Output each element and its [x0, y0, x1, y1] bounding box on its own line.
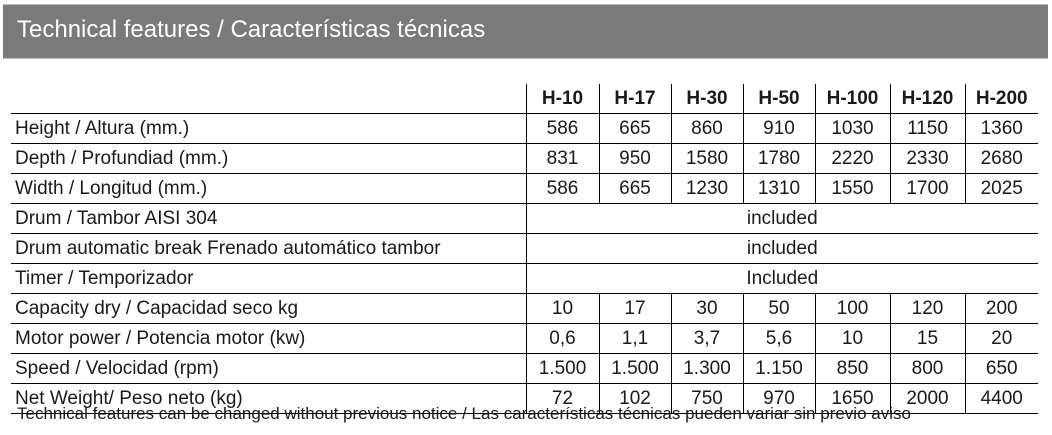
page-title: Technical features / Características téc… — [17, 16, 486, 43]
table-cell: 20 — [964, 323, 1038, 354]
table-cell: 30 — [670, 293, 743, 324]
table-cell: 850 — [814, 353, 890, 384]
table-cell: 1580 — [670, 143, 743, 174]
table-cell: 10 — [814, 323, 890, 354]
table-cell: 1700 — [889, 173, 965, 204]
table-cell: 72 — [525, 383, 599, 414]
table-cell: 2025 — [964, 173, 1038, 204]
merged-cell: included — [525, 203, 1038, 234]
table-cell: 1.150 — [742, 353, 815, 384]
row-label: Height / Altura (mm.) — [11, 113, 526, 144]
table-row: Width / Longitud (mm.) 586 665 1230 1310… — [11, 173, 1038, 204]
table-header-row: H-10 H-17 H-30 H-50 H-100 H-120 H-200 — [11, 84, 1038, 114]
table-cell: 910 — [742, 113, 815, 144]
header-empty-cell — [11, 84, 526, 114]
table-cell: 17 — [598, 293, 671, 324]
table-cell: 586 — [525, 113, 599, 144]
table-cell: 1310 — [742, 173, 815, 204]
table-cell: 50 — [742, 293, 815, 324]
column-header: H-17 — [598, 84, 671, 114]
table-cell: 950 — [598, 143, 671, 174]
footnote: Technical features can be changed withou… — [17, 404, 911, 423]
table-cell: 100 — [814, 293, 890, 324]
merged-cell: Included — [525, 263, 1038, 294]
table-cell: 15 — [889, 323, 965, 354]
row-label: Depth / Profundiad (mm.) — [11, 143, 526, 174]
table-cell: 665 — [598, 113, 671, 144]
table-cell: 1780 — [742, 143, 815, 174]
table-cell: 1.500 — [525, 353, 599, 384]
column-header: H-30 — [670, 84, 743, 114]
table-cell: 750 — [670, 383, 743, 414]
table-cell: 0,6 — [525, 323, 599, 354]
table-cell: 650 — [964, 353, 1038, 384]
row-label: Capacity dry / Capacidad seco kg — [11, 293, 526, 324]
table-cell: 10 — [525, 293, 599, 324]
table-cell: 1.500 — [598, 353, 671, 384]
table-cell: 970 — [742, 383, 815, 414]
table-row: Height / Altura (mm.) 586 665 860 910 10… — [11, 113, 1038, 144]
merged-cell: included — [525, 233, 1038, 264]
table-cell: 200 — [964, 293, 1038, 324]
table-row: Capacity dry / Capacidad seco kg 10 17 3… — [11, 293, 1038, 324]
table-cell: 1030 — [814, 113, 890, 144]
table-cell: 1550 — [814, 173, 890, 204]
table-row: Drum / Tambor AISI 304 included — [11, 203, 1038, 234]
column-header: H-120 — [889, 84, 965, 114]
table-row: Timer / Temporizador Included — [11, 263, 1038, 294]
table-cell: 2680 — [964, 143, 1038, 174]
column-header: H-50 — [742, 84, 815, 114]
table-cell: 586 — [525, 173, 599, 204]
row-label: Net Weight/ Peso neto (kg) — [11, 383, 526, 414]
table-cell: 5,6 — [742, 323, 815, 354]
table-cell: 3,7 — [670, 323, 743, 354]
row-label: Speed / Velocidad (rpm) — [11, 353, 526, 384]
table-cell: 1650 — [814, 383, 890, 414]
table-cell: 860 — [670, 113, 743, 144]
table-cell: 4400 — [964, 383, 1038, 414]
row-label: Width / Longitud (mm.) — [11, 173, 526, 204]
table-cell: 800 — [889, 353, 965, 384]
table-cell: 1,1 — [598, 323, 671, 354]
table-cell: 2330 — [889, 143, 965, 174]
table-cell: 665 — [598, 173, 671, 204]
row-label: Drum automatic break Frenado automático … — [11, 233, 526, 264]
table-cell: 1150 — [889, 113, 965, 144]
row-label: Timer / Temporizador — [11, 263, 526, 294]
table-cell: 2220 — [814, 143, 890, 174]
header-bar: Technical features / Características téc… — [3, 4, 1048, 59]
table-cell: 1.300 — [670, 353, 743, 384]
row-label: Drum / Tambor AISI 304 — [11, 203, 526, 234]
column-header: H-10 — [525, 84, 599, 114]
table-row: Drum automatic break Frenado automático … — [11, 233, 1038, 264]
table-cell: 120 — [889, 293, 965, 324]
table-row: Depth / Profundiad (mm.) 831 950 1580 17… — [11, 143, 1038, 174]
column-header: H-200 — [964, 84, 1038, 114]
table-cell: 1360 — [964, 113, 1038, 144]
table-cell: 102 — [598, 383, 671, 414]
table-row: Net Weight/ Peso neto (kg) 72 102 750 97… — [11, 383, 1038, 414]
table-row: Speed / Velocidad (rpm) 1.500 1.500 1.30… — [11, 353, 1038, 384]
table-cell: 1230 — [670, 173, 743, 204]
technical-features-table: H-10 H-17 H-30 H-50 H-100 H-120 H-200 He… — [11, 84, 1038, 414]
table-cell: 2000 — [889, 383, 965, 414]
column-header: H-100 — [814, 84, 890, 114]
table-cell: 831 — [525, 143, 599, 174]
row-label: Motor power / Potencia motor (kw) — [11, 323, 526, 354]
table-row: Motor power / Potencia motor (kw) 0,6 1,… — [11, 323, 1038, 354]
